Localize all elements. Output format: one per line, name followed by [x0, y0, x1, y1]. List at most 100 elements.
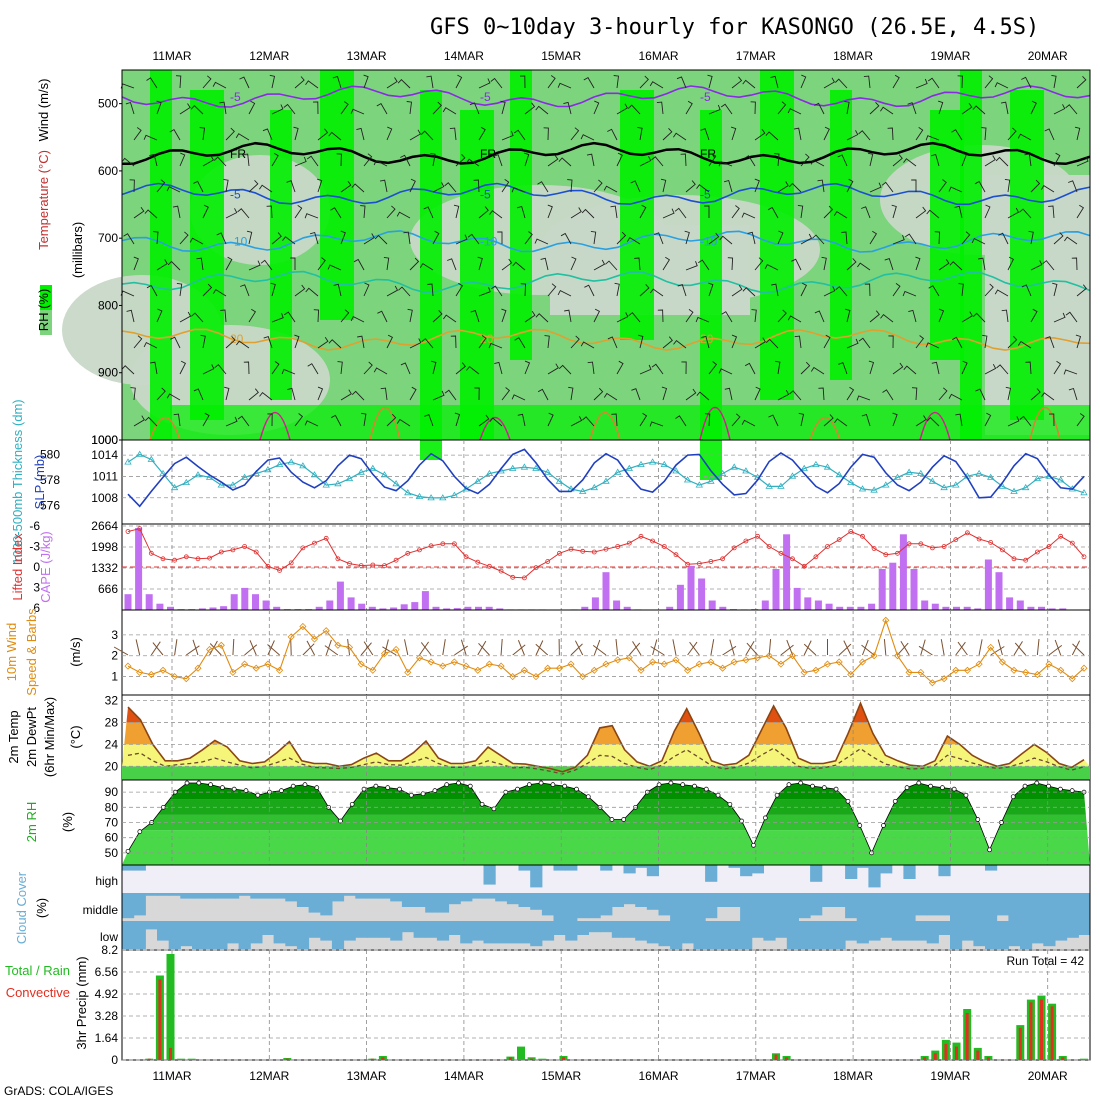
- cloud-cover-bar: [296, 921, 310, 949]
- surface-wind-barb: [363, 641, 374, 656]
- axis-label-text: 2m DewPt: [24, 707, 39, 767]
- cloud-cover-bar: [728, 865, 741, 868]
- upper-wind-barb: [628, 312, 641, 323]
- cloud-cover-bar: [705, 865, 718, 882]
- warm-contour: [479, 417, 511, 441]
- surface-wind-barb: [512, 644, 526, 656]
- upper-wind-barb: [639, 364, 652, 375]
- upper-wind-barb: [1048, 205, 1055, 219]
- upper-wind-barb: [557, 82, 572, 89]
- cloud-cover-bar: [180, 921, 193, 947]
- upper-wind-barb: [266, 205, 273, 219]
- rh-point: [550, 782, 556, 787]
- upper-wind-barb: [294, 156, 307, 167]
- cloud-cover-bar: [611, 921, 624, 938]
- upper-wind-barb: [386, 77, 398, 89]
- upper-wind-barb: [225, 127, 235, 141]
- li-tick-label: 6: [33, 601, 40, 615]
- upper-wind-barb: [696, 184, 710, 193]
- wind-speed-point: [637, 666, 645, 674]
- upper-wind-barb: [469, 102, 480, 115]
- surface-wind-barb: [419, 641, 430, 656]
- upper-wind-barb: [794, 335, 802, 349]
- cloud-cover-bar: [1078, 921, 1091, 935]
- date-label-bottom: 16MAR: [638, 1069, 678, 1083]
- cape-bar: [475, 606, 482, 610]
- upper-wind-barb: [190, 105, 204, 115]
- upper-wind-barb: [981, 127, 987, 141]
- upper-wind-barb: [248, 179, 259, 193]
- precip-tick-label: 0: [111, 1053, 118, 1067]
- wind-panel-frame: [121, 609, 1091, 696]
- precip-convective-bar: [562, 1057, 565, 1060]
- upper-wind-barb: [125, 101, 135, 115]
- li-point: [545, 559, 551, 564]
- date-label-top: 14MAR: [444, 49, 484, 63]
- surface-wind-barb: [1072, 643, 1085, 656]
- upper-wind-barb: [478, 414, 490, 427]
- upper-wind-barb: [869, 182, 882, 193]
- upper-wind-barb: [340, 101, 349, 115]
- li-point: [591, 549, 597, 555]
- rh-point: [373, 783, 379, 789]
- upper-wind-barb: [501, 258, 513, 271]
- thickness-point: [952, 481, 960, 488]
- date-label-bottom: 14MAR: [444, 1069, 484, 1083]
- upper-wind-barb: [166, 393, 181, 401]
- upper-wind-barb: [724, 387, 733, 401]
- thickness-point: [1080, 489, 1088, 496]
- wind-speed-point: [1045, 660, 1053, 668]
- upper-wind-barb: [383, 256, 390, 271]
- rh-point: [703, 786, 709, 792]
- cape-bar: [198, 608, 206, 610]
- rh-point: [1022, 783, 1028, 789]
- rh-point: [951, 786, 957, 792]
- precip-tick-label: 3.28: [95, 1009, 119, 1023]
- panel-axis-label: Cloud Cover: [14, 871, 29, 944]
- upper-wind-barb: [892, 74, 900, 89]
- cloud-cover-bar: [658, 893, 671, 916]
- li-point: [673, 552, 679, 558]
- upper-wind-barb: [961, 152, 967, 167]
- thickness-point: [1056, 476, 1065, 483]
- thickness-point: [847, 478, 855, 485]
- upper-wind-barb: [179, 231, 189, 245]
- thickness-point: [893, 473, 902, 480]
- upper-wind-barb: [817, 179, 825, 193]
- surface-wind-barb: [689, 641, 700, 656]
- li-point: [137, 526, 143, 532]
- upper-wind-barb: [290, 257, 296, 270]
- rh-point: [220, 785, 225, 790]
- cloud-cover-bar: [611, 893, 624, 907]
- upper-wind-barb: [1052, 282, 1058, 297]
- upper-wind-barb: [1024, 153, 1032, 167]
- rh-point: [444, 782, 450, 787]
- cloud-cover-bar: [355, 921, 368, 938]
- cloud-cover-bar: [203, 921, 216, 949]
- cloud-cover-bar: [985, 865, 998, 871]
- thickness-point: [613, 468, 622, 475]
- cape-tick-label: 2664: [91, 519, 118, 533]
- li-point: [976, 536, 982, 542]
- upper-wind-barb: [704, 205, 710, 218]
- upper-wind-barb: [237, 415, 250, 427]
- li-tick-label: 0: [33, 560, 40, 574]
- upper-wind-barb: [202, 412, 210, 427]
- upper-wind-barb: [386, 205, 396, 219]
- cape-bar: [942, 606, 950, 610]
- cloud-cover-bar: [646, 921, 659, 944]
- wind-speed-point: [474, 666, 482, 674]
- cloud-cover-bar: [227, 921, 240, 944]
- rh-tick-label: 90: [105, 785, 119, 799]
- upper-wind-barb: [397, 79, 411, 89]
- upper-wind-barb: [961, 311, 973, 323]
- precip-convective-bar: [1061, 1057, 1065, 1060]
- upper-wind-barb: [1019, 208, 1032, 219]
- rh-point: [892, 798, 898, 804]
- panel-axis-label: CAPE (J/kg): [38, 531, 53, 603]
- pressure-tick-label: 1000: [91, 433, 118, 447]
- wind-speed-point: [987, 643, 995, 651]
- upper-wind-barb: [488, 342, 503, 349]
- date-label-top: 20MAR: [1028, 49, 1068, 63]
- isotherm-label: -10: [700, 235, 718, 249]
